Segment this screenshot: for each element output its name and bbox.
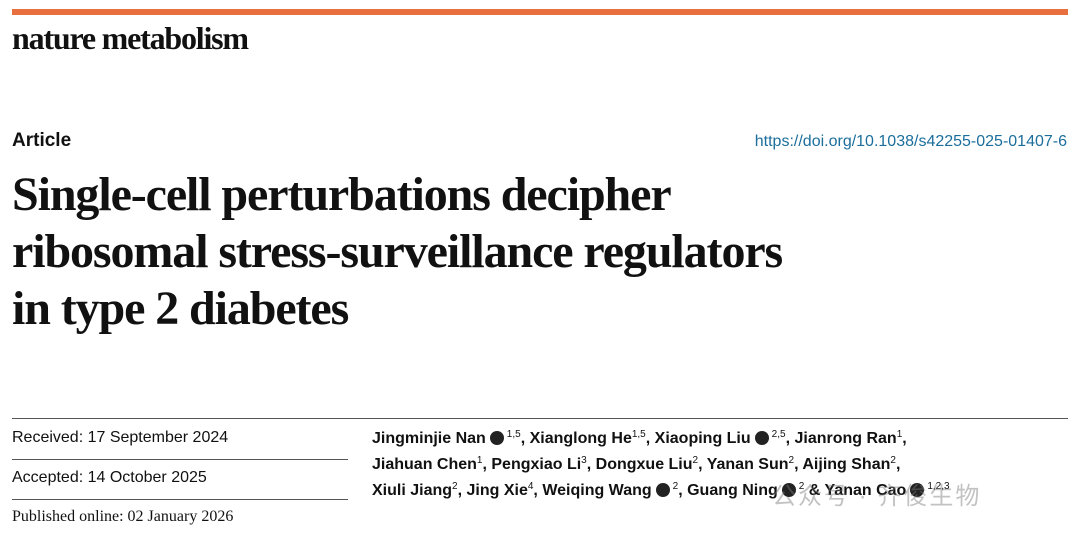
orcid-icon [754, 431, 769, 445]
author-line: Xiuli Jiang2, Jing Xie4, Weiqing Wang 2, … [372, 478, 950, 504]
author: Jing Xie4, [466, 481, 538, 500]
article-type: Article [12, 130, 72, 151]
author-name: Jingminjie Nan [372, 430, 486, 447]
title: Single-cell perturbations decipher riboso… [12, 166, 783, 337]
affiliation: 2 [452, 481, 458, 492]
separator: , [902, 430, 907, 447]
separator: , [533, 482, 538, 499]
separator: , [520, 430, 526, 447]
author: Jiahuan Chen1, [372, 455, 487, 474]
author-name: Yanan Sun [706, 456, 789, 473]
affiliation: 1 [896, 429, 903, 440]
author-name: Xiuli Jiang [372, 482, 453, 499]
affiliation: 2 [672, 481, 679, 492]
affiliation: 4 [527, 481, 534, 492]
accepted-date: Accepted: 14 October 2025 [12, 469, 207, 486]
affiliation: 2 [890, 455, 896, 466]
affiliation: 2 [798, 481, 805, 492]
orcid-icon [489, 431, 504, 445]
affiliation: 2,5 [771, 429, 786, 440]
affiliation: 2 [692, 455, 699, 466]
affiliation: 1 [476, 455, 483, 466]
author: Jianrong Ran1, [794, 429, 907, 448]
separator: , [698, 456, 703, 473]
author-name: Weiqing Wang [542, 482, 652, 499]
separator: , [785, 430, 791, 447]
accent-bar [12, 9, 1068, 15]
author: Xiaoping Liu 2,5, [654, 429, 791, 448]
affiliation: 1,2,3 [927, 481, 950, 492]
author: Xianglong He1,5, [529, 429, 651, 448]
separator: , [586, 456, 592, 473]
author: Guang Ning 2 & [687, 481, 821, 500]
received-date: Received: 17 September 2024 [12, 429, 229, 446]
published-date: Published online: 02 January 2026 [12, 508, 234, 525]
author-line: Jingminjie Nan 1,5, Xianglong He1,5, Xiao… [372, 426, 950, 452]
orcid-icon [910, 483, 925, 497]
author: Pengxiao Li3, [491, 455, 592, 474]
author: Aijing Shan2, [802, 455, 901, 474]
journal-name: nature metabolism [12, 20, 249, 56]
author-name: Xiaoping Liu [654, 430, 751, 447]
author-name: Jianrong Ran [794, 430, 897, 447]
author-name: Guang Ning [687, 482, 778, 499]
separator: , [457, 482, 463, 499]
separator: , [645, 430, 651, 447]
affiliation: 2 [788, 455, 795, 466]
separator: , [482, 456, 487, 473]
divider [12, 459, 348, 460]
divider [12, 499, 348, 500]
author: Dongxue Liu2, [595, 455, 703, 474]
separator: , [794, 456, 799, 473]
doi-link[interactable]: https://doi.org/10.1038/s42255-025-01407… [754, 133, 1067, 150]
author-name: Yanan Cao [824, 482, 907, 499]
author-list: Jingminjie Nan 1,5, Xianglong He1,5, Xiao… [372, 426, 950, 504]
author: Yanan Cao 1,2,3 [824, 481, 950, 500]
author-name: Aijing Shan [802, 456, 891, 473]
author-line: Jiahuan Chen1, Pengxiao Li3, Dongxue Liu… [372, 452, 950, 478]
separator: , [895, 456, 901, 473]
author-name: Jing Xie [466, 482, 528, 499]
author: Xiuli Jiang2, [372, 481, 463, 500]
orcid-icon [781, 483, 796, 497]
divider [12, 418, 1068, 419]
author: Yanan Sun2, [706, 455, 799, 474]
author-name: Dongxue Liu [595, 456, 693, 473]
separator: & [808, 482, 821, 499]
orcid-icon [655, 483, 670, 497]
author-name: Jiahuan Chen [372, 456, 477, 473]
author: Jingminjie Nan 1,5, [372, 429, 526, 448]
watermark: 公众号 · 齐俊生物 [772, 483, 982, 510]
title-line: Single-cell perturbations decipher [12, 168, 672, 221]
separator: , [678, 482, 683, 499]
author: Weiqing Wang 2, [542, 481, 683, 500]
title-line: in type 2 diabetes [12, 282, 349, 335]
affiliation: 1,5 [506, 429, 521, 440]
title-line: ribosomal stress-surveillance regulators [12, 225, 783, 278]
author-name: Pengxiao Li [491, 456, 582, 473]
author-name: Xianglong He [529, 430, 632, 447]
affiliation: 1,5 [631, 429, 646, 440]
affiliation: 3 [581, 455, 587, 466]
